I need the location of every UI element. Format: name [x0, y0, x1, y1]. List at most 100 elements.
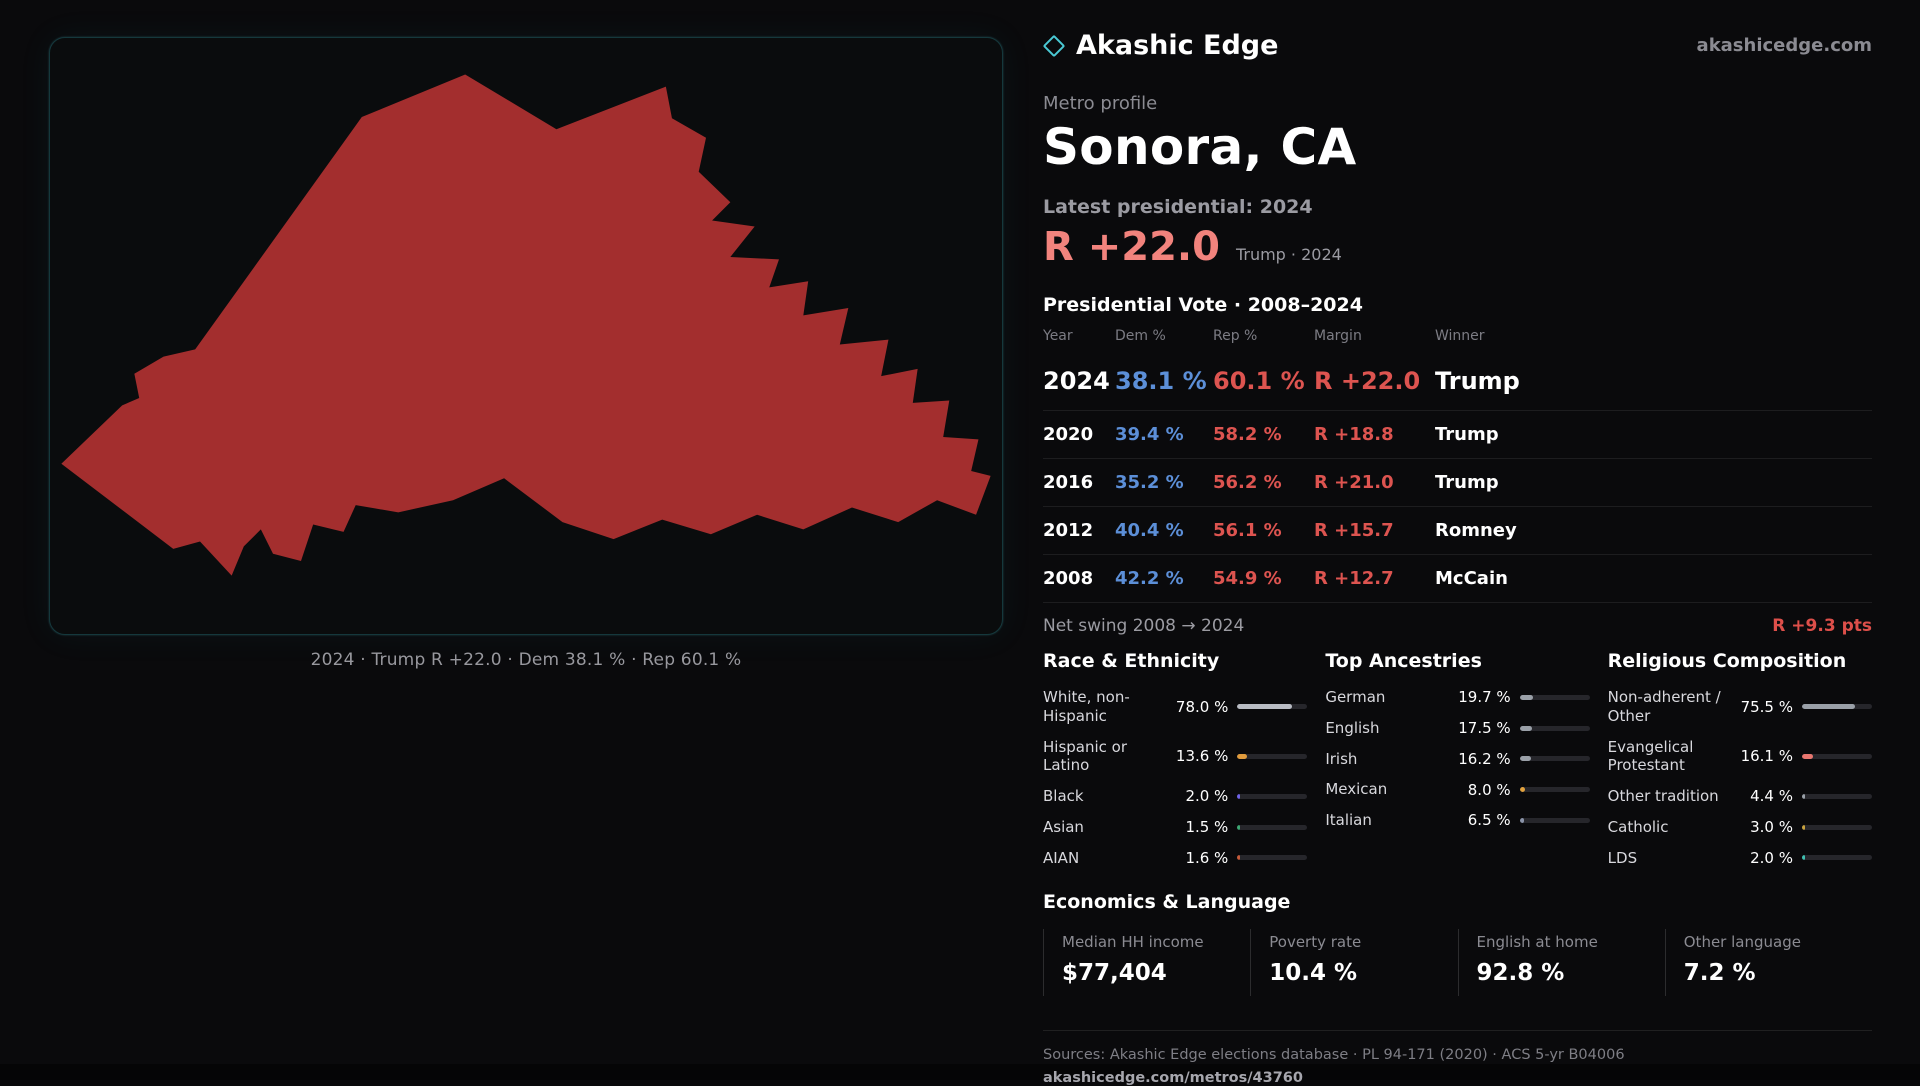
vote-margin: R +22.0 [1314, 367, 1421, 395]
vote-dem: 35.2 % [1115, 472, 1184, 493]
stat-label: Other language [1683, 933, 1801, 952]
demo-label: German [1325, 688, 1386, 706]
demo-row: Catholic 3.0 % [1608, 812, 1872, 843]
demo-row: Non-adherent / Other 75.5 % [1608, 682, 1872, 732]
map-caption: 2024 · Trump R +22.0 · Dem 38.1 % · Rep … [310, 650, 742, 670]
demo-value: 2.0 % [1185, 787, 1229, 806]
col-year: Year [1043, 328, 1073, 344]
demographics: Race & Ethnicity White, non-Hispanic 78.… [1043, 650, 1872, 873]
vote-year: 2016 [1043, 472, 1094, 493]
vote-row-2020: 2020 39.4 % 58.2 % R +18.8 Trump [1043, 411, 1872, 459]
section-title: Religious Composition [1607, 650, 1847, 672]
vote-rep: 58.2 % [1213, 424, 1282, 445]
demo-row: Black 2.0 % [1043, 781, 1308, 812]
demo-label: Hispanic or Latino [1043, 737, 1128, 775]
col-margin: Margin [1314, 328, 1362, 344]
demo-row: Italian 6.5 % [1325, 805, 1590, 836]
economics-stats: Median HH income $77,404 Poverty rate 10… [1043, 929, 1872, 997]
demo-label: Other tradition [1607, 787, 1719, 805]
vote-dem: 38.1 % [1115, 367, 1207, 395]
col-winner: Winner [1435, 328, 1485, 344]
vote-year: 2024 [1043, 367, 1110, 395]
vote-table: Year Dem % Rep % Margin Winner 2024 38.1… [1043, 316, 1872, 644]
demo-bar [1237, 824, 1308, 830]
page-title: Sonora, CA [1043, 118, 1357, 176]
permalink[interactable]: akashicedge.com/metros/43760 [1043, 1070, 1303, 1086]
stat-label: Poverty rate [1269, 933, 1362, 952]
vote-winner: Trump [1435, 424, 1499, 445]
demo-value: 3.0 % [1750, 818, 1793, 837]
demo-value: 17.5 % [1458, 719, 1511, 738]
header: Akashic Edge akashicedge.com [1042, 30, 1872, 61]
stat-other-language: Other language 7.2 % [1664, 929, 1872, 997]
demo-value: 1.6 % [1185, 848, 1229, 867]
vote-winner: Trump [1435, 367, 1520, 395]
vote-rep: 60.1 % [1213, 367, 1305, 395]
vote-rep: 56.1 % [1213, 520, 1282, 541]
demo-value: 1.5 % [1185, 818, 1229, 837]
demo-row: Irish 16.2 % [1325, 744, 1590, 775]
vote-dem: 42.2 % [1115, 568, 1184, 589]
demo-row: White, non-Hispanic 78.0 % [1043, 682, 1308, 732]
demo-row: Evangelical Protestant 16.1 % [1608, 732, 1872, 782]
demo-value: 75.5 % [1740, 697, 1793, 716]
demo-label: Asian [1043, 817, 1084, 836]
stat-label: Median HH income [1062, 933, 1204, 952]
vote-row-2008: 2008 42.2 % 54.9 % R +12.7 McCain [1043, 555, 1872, 603]
col-dem: Dem % [1115, 328, 1166, 344]
stat-median-hh-income: Median HH income $77,404 [1043, 929, 1250, 997]
site-link[interactable]: akashicedge.com [1696, 35, 1872, 56]
sources-text: Sources: Akashic Edge elections database… [1043, 1047, 1625, 1064]
demo-label: LDS [1607, 848, 1638, 867]
demo-value: 16.1 % [1740, 747, 1793, 766]
profile-panel: Akashic Edge akashicedge.com Metro profi… [1042, 30, 1872, 1086]
brand-logo[interactable]: Akashic Edge [1042, 30, 1278, 61]
demo-label: Catholic [1607, 817, 1669, 836]
margin-value: R +22.0 [1043, 224, 1220, 270]
demo-label: English [1325, 718, 1380, 737]
demo-label: Black [1043, 787, 1084, 805]
vote-year: 2020 [1043, 424, 1094, 445]
demo-value: 2.0 % [1750, 848, 1793, 867]
economics-title: Economics & Language [1043, 891, 1291, 914]
vote-winner: Romney [1435, 520, 1517, 541]
diamond-icon [1042, 34, 1066, 57]
demo-row: AIAN 1.6 % [1043, 843, 1308, 874]
col-rep: Rep % [1213, 328, 1258, 344]
demo-bar [1519, 756, 1590, 762]
stat-value: 92.8 % [1476, 960, 1565, 987]
stat-poverty-rate: Poverty rate 10.4 % [1250, 929, 1457, 997]
demo-label: AIAN [1043, 848, 1080, 867]
metro-map [61, 74, 991, 576]
demo-bar [1237, 704, 1308, 710]
stat-english-at-home: English at home 92.8 % [1457, 929, 1665, 997]
latest-label: Latest presidential: 2024 [1043, 196, 1313, 218]
demo-bar [1519, 694, 1590, 700]
vote-margin: R +21.0 [1314, 472, 1394, 493]
demo-label: Irish [1325, 749, 1358, 768]
vote-table-title: Presidential Vote · 2008–2024 [1043, 294, 1363, 316]
section-title: Race & Ethnicity [1043, 650, 1220, 672]
net-swing-label: Net swing 2008 → 2024 [1043, 616, 1245, 636]
demo-value: 13.6 % [1175, 747, 1229, 766]
demo-value: 4.4 % [1750, 787, 1793, 806]
stat-value: 10.4 % [1269, 960, 1358, 987]
vote-winner: McCain [1435, 568, 1508, 589]
demo-row: Mexican 8.0 % [1325, 774, 1590, 805]
vote-year: 2008 [1043, 568, 1094, 589]
stat-label: English at home [1476, 933, 1598, 952]
demo-value: 19.7 % [1458, 688, 1511, 707]
vote-margin: R +15.7 [1314, 520, 1394, 541]
vote-dem: 39.4 % [1115, 424, 1184, 445]
ancestries-section: Top Ancestries German 19.7 % English 17.… [1325, 650, 1590, 873]
religion-section: Religious Composition Non-adherent / Oth… [1608, 650, 1872, 873]
demo-value: 16.2 % [1458, 749, 1511, 768]
net-swing-row: Net swing 2008 → 2024 R +9.3 pts [1043, 603, 1872, 644]
demo-row: Asian 1.5 % [1043, 812, 1308, 843]
demo-value: 6.5 % [1467, 811, 1511, 830]
demo-row: Hispanic or Latino 13.6 % [1043, 732, 1308, 782]
vote-margin: R +18.8 [1314, 424, 1394, 445]
profile-eyebrow: Metro profile [1043, 93, 1158, 114]
demo-value: 78.0 % [1175, 697, 1229, 716]
section-title: Top Ancestries [1325, 650, 1482, 672]
